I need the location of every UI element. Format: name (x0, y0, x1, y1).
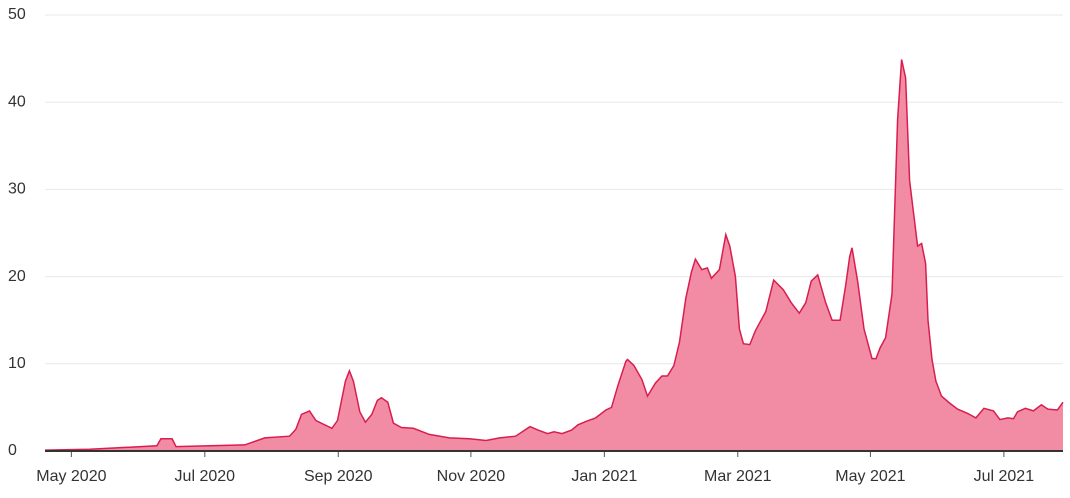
x-tick-label: Sep 2020 (304, 468, 373, 485)
y-tick-label: 40 (8, 93, 26, 110)
area-line (44, 59, 1064, 451)
x-tick-label: May 2020 (36, 468, 106, 485)
y-tick-label: 0 (8, 442, 17, 459)
x-tick-label: Jul 2021 (974, 468, 1035, 485)
x-tick-label: Jul 2020 (175, 468, 236, 485)
x-tick-label: Jan 2021 (571, 468, 637, 485)
y-tick-label: 10 (8, 355, 26, 372)
y-tick-label: 50 (8, 6, 26, 23)
x-tick-label: Mar 2021 (704, 468, 772, 485)
area (45, 59, 1063, 451)
y-tick-label: 20 (8, 268, 26, 285)
x-tick-label: Nov 2020 (437, 468, 506, 485)
y-tick-label: 30 (8, 181, 26, 198)
x-tick-label: May 2021 (835, 468, 905, 485)
